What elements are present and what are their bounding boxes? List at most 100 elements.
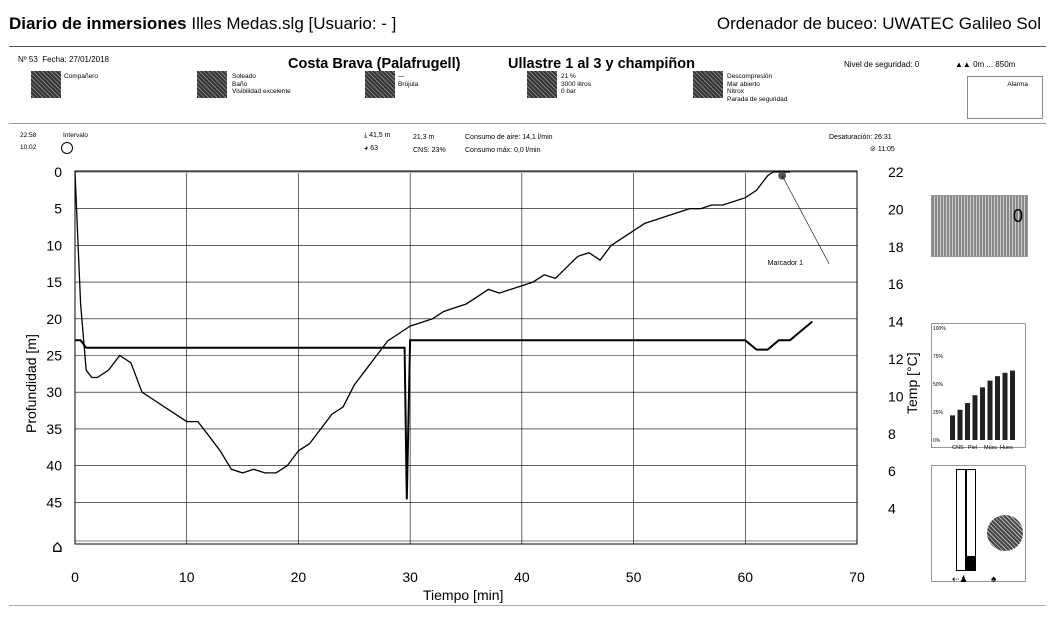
gas-info: 21 % 3000 litros 0 bar: [561, 73, 591, 95]
x-axis-label: Tiempo [min]: [423, 587, 504, 603]
max-consumption: Consumo máx: 0,0 l/min: [465, 147, 541, 154]
info-divider: [9, 123, 1046, 124]
tissue-bar: [987, 380, 993, 440]
tissue-chart: [931, 323, 1026, 448]
home-icon: ⌂: [52, 537, 63, 557]
tissue-bar: [957, 409, 963, 440]
dive-duration: 10:02: [20, 144, 37, 151]
y-tick-label: 15: [46, 274, 62, 290]
title-file: Illes Medas.slg [Usuario: - ]: [191, 14, 397, 33]
equipment-photo[interactable]: [365, 71, 395, 98]
tissue-label: Músc: [984, 445, 997, 451]
y2-tick-label: 18: [888, 239, 904, 255]
y-tick-label: 45: [46, 494, 62, 510]
temperature-series-line: [75, 320, 813, 500]
x-tick-label: 50: [626, 569, 642, 585]
dive-number: Nº 53 Fecha: 27/01/2018: [18, 55, 109, 64]
desaturation: Desaturación: 26:31: [829, 134, 892, 141]
tissue-bar: [950, 415, 955, 440]
y-tick-label: 35: [46, 421, 62, 437]
title-bold: Diario de inmersiones: [9, 14, 187, 33]
y2-tick-label: 8: [888, 426, 896, 442]
y-tick-label: 0: [54, 164, 62, 180]
x-tick-label: 20: [291, 569, 307, 585]
mountain-icon: ▲▲: [955, 60, 971, 69]
tissue-tick-label: 100%: [933, 326, 946, 332]
dive-site: Ullastre 1 al 3 y champiñon: [508, 56, 695, 72]
buddy-photo[interactable]: [31, 71, 61, 98]
window-title: Diario de inmersiones Illes Medas.slg [U…: [9, 14, 396, 34]
y-tick-label: 25: [46, 348, 62, 364]
tissue-tick-label: 25%: [933, 410, 944, 416]
tissue-label: CNS: [952, 445, 964, 451]
conditions: Soleado Baño Visibilidad excelente: [232, 73, 291, 95]
y2-tick-label: 4: [888, 501, 896, 517]
tissue-bar: [965, 403, 970, 440]
x-tick-label: 60: [737, 569, 753, 585]
air-consumption: Consumo de aire: 14,1 l/min: [465, 134, 553, 141]
x-tick-label: 40: [514, 569, 530, 585]
weather-photo[interactable]: [197, 71, 227, 98]
footer-divider: [9, 605, 1046, 606]
mini-preview[interactable]: 0: [931, 195, 1028, 257]
dive-type-photo[interactable]: [693, 71, 723, 98]
lungs-icon: ♠: [991, 574, 997, 585]
nitrogen-bar: [966, 469, 976, 571]
no-fly-icon: ⊘: [870, 146, 876, 153]
cns-count: ◕ 63: [364, 145, 378, 152]
dive-computer: Ordenador de buceo: UWATEC Galileo Sol: [716, 14, 1041, 33]
alarm-box[interactable]: Alarma: [967, 76, 1043, 119]
dive-type: Descompresión Mar abierto Nitrox Parada de …: [727, 73, 788, 103]
y2-tick-label: 20: [888, 201, 904, 217]
x-tick-label: 70: [849, 569, 865, 585]
y-tick-label: 40: [46, 458, 62, 474]
lung-panel: ⇠♟ ♠: [931, 465, 1026, 585]
y2-tick-label: 10: [888, 388, 904, 404]
safety-level: Nivel de seguridad: 0: [844, 60, 920, 69]
y-tick-label: 10: [46, 237, 62, 253]
y-tick-label: 30: [46, 384, 62, 400]
x-tick-label: 10: [179, 569, 195, 585]
depth-series-line: [74, 171, 790, 474]
x-tick-label: 0: [71, 569, 79, 585]
pie-icon: ◕: [364, 145, 369, 152]
equipment: — Brújula: [398, 73, 419, 88]
y2-tick-label: 6: [888, 463, 896, 479]
altitude-range: ▲▲ 0m ... 850m: [955, 60, 1016, 69]
entry-time: 22:58: [20, 132, 37, 139]
x-tick-label: 30: [402, 569, 418, 585]
tissue-bar: [995, 376, 1000, 440]
depth-arrow-icon: ⤓: [364, 132, 368, 139]
diver-icon: ⇠♟: [952, 574, 968, 584]
tissue-tick-label: 0%: [933, 438, 941, 444]
no-fly-time: ⊘ 11:05: [870, 146, 895, 153]
y2-tick-label: 12: [888, 351, 904, 367]
tissue-bar: [980, 387, 985, 440]
y2-tick-label: 14: [888, 314, 904, 330]
tissue-label: Hues: [1000, 445, 1013, 451]
y2-tick-label: 22: [888, 164, 904, 180]
tissue-label: Piel: [968, 445, 977, 451]
tissue-bar: [1010, 370, 1015, 440]
alarm-label: Alarma: [1007, 81, 1028, 88]
buddy-label: Compañero: [64, 73, 98, 80]
oxygen-bar: [956, 469, 966, 571]
tissue-bar: [972, 395, 978, 440]
dive-region: Costa Brava (Palafrugell): [288, 56, 461, 72]
tissue-tick-label: 50%: [933, 382, 944, 388]
tank-photo[interactable]: [527, 71, 557, 98]
y-tick-label: 20: [46, 311, 62, 327]
y2-tick-label: 16: [888, 276, 904, 292]
avg-depth: 21,3 m: [413, 134, 435, 141]
y-tick-label: 5: [54, 201, 62, 217]
interval-label: Intervalo: [63, 132, 88, 139]
preview-zero: 0: [1012, 206, 1023, 226]
marker-pointer: [781, 175, 830, 264]
lung-gauge: [987, 515, 1023, 551]
max-depth: ⤓ 41,5 m: [364, 132, 391, 139]
clock-icon: [61, 142, 73, 154]
tissue-tick-label: 75%: [933, 354, 944, 360]
marker-label: Marcador 1: [768, 260, 804, 267]
